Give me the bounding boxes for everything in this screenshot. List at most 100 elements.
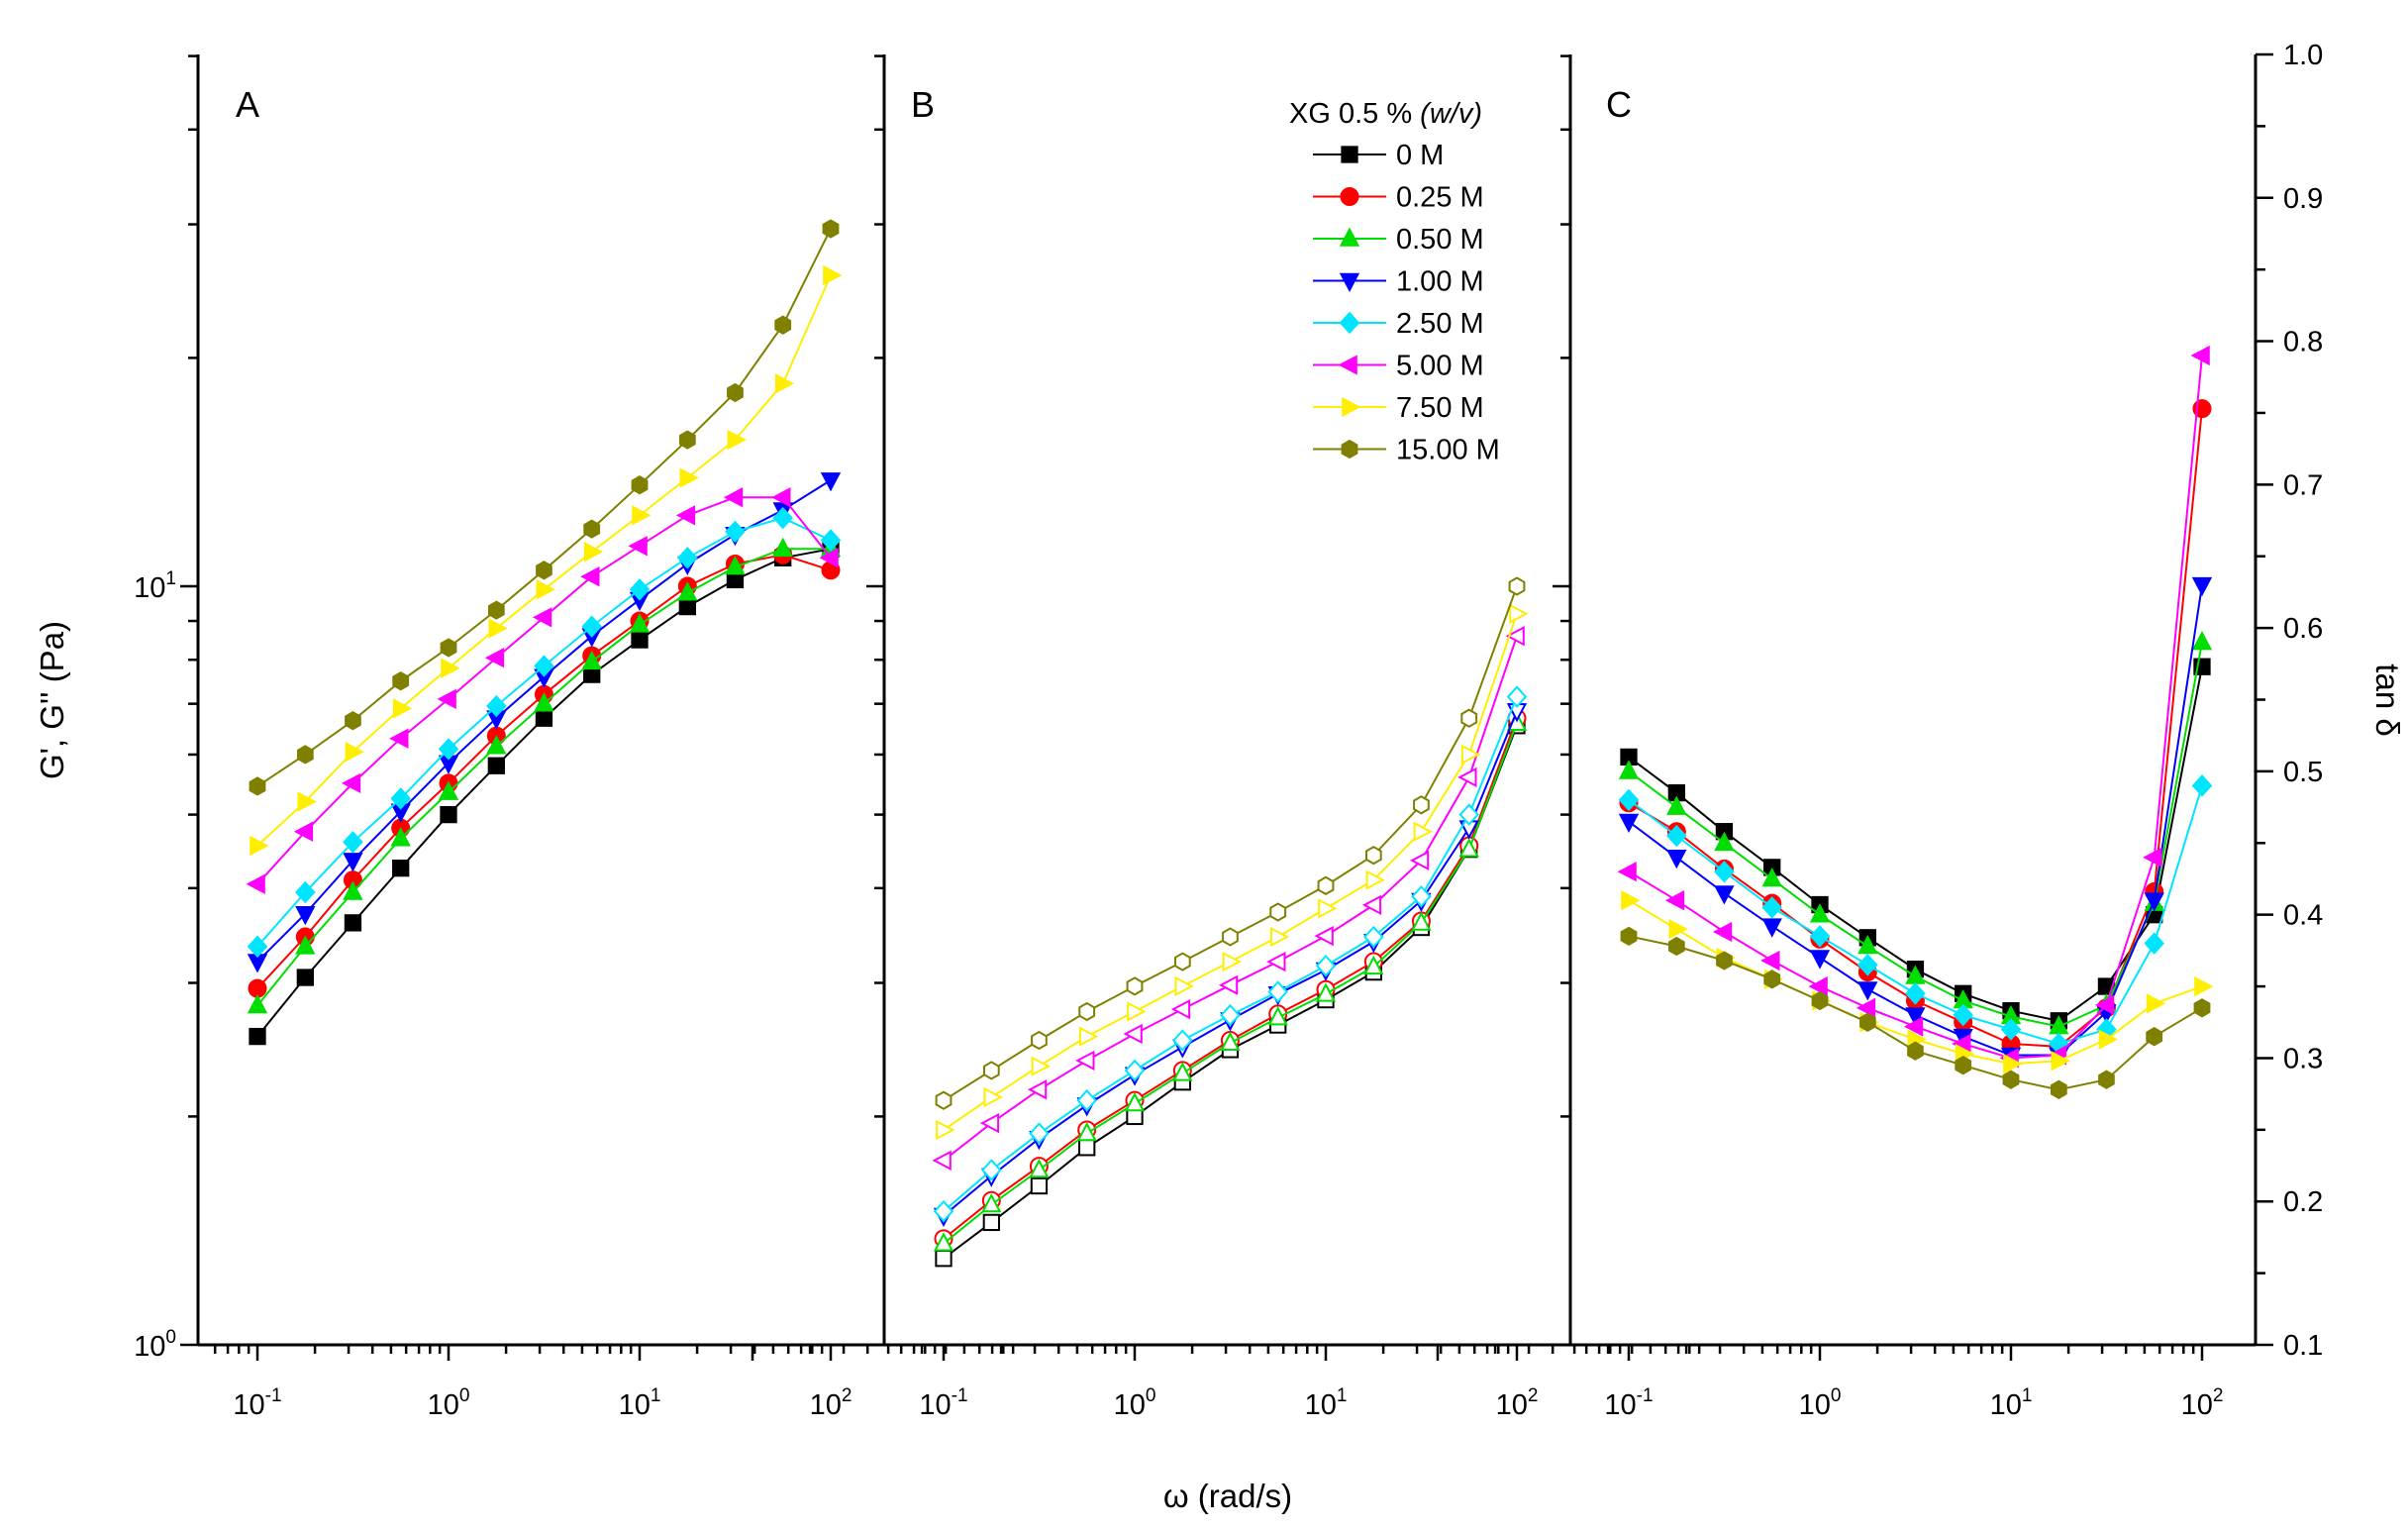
data-point-a-4-7 — [581, 615, 602, 638]
data-point-b-4-0 — [933, 1199, 954, 1223]
data-point-b-5-12 — [1505, 626, 1525, 647]
x-tick-label-2-3-base: 10 — [2181, 1389, 2213, 1421]
data-point-a-2-11 — [772, 537, 793, 558]
data-point-c-6-1 — [1668, 918, 1688, 940]
data-point-b-2-5 — [1172, 1062, 1193, 1081]
x-tick-label-2-0-exp: -1 — [1637, 1385, 1654, 1406]
left-y-tick-label-0: 100 — [134, 1327, 176, 1363]
data-point-b-7-1 — [983, 1061, 1000, 1080]
x-tick-label-1-2: 101 — [1305, 1385, 1348, 1421]
data-point-c-7-11 — [2146, 1027, 2163, 1047]
data-point-c-4-4 — [1809, 925, 1831, 948]
x-tick-label-2-1-exp: 0 — [1831, 1385, 1842, 1406]
data-point-a-4-6 — [534, 655, 554, 677]
data-point-b-5-7 — [1266, 951, 1286, 972]
data-point-b-2-4 — [1124, 1091, 1146, 1112]
data-point-a-7-11 — [774, 315, 792, 335]
data-point-a-4-8 — [629, 578, 651, 601]
x-tick-label-2-0-base: 10 — [1604, 1389, 1636, 1421]
right-y-tick-label-3: 0.4 — [2283, 900, 2323, 932]
data-point-a-7-0 — [249, 776, 266, 796]
x-tick-label-2-3-exp: 2 — [2213, 1385, 2224, 1406]
series-line-b-0 — [943, 725, 1518, 1260]
data-point-a-5-10 — [723, 487, 744, 508]
data-point-a-2-6 — [534, 692, 554, 712]
x-tick-label-1-2-exp: 1 — [1337, 1385, 1348, 1406]
data-point-c-2-2 — [1714, 831, 1735, 852]
data-point-b-4-6 — [1220, 1003, 1241, 1027]
data-point-a-4-1 — [295, 880, 316, 904]
data-point-b-4-9 — [1363, 925, 1384, 949]
right-y-tick-label-1: 0.2 — [2283, 1186, 2323, 1218]
data-point-b-6-4 — [1127, 1001, 1147, 1022]
x-tick-label-2-3: 102 — [2181, 1385, 2224, 1421]
x-tick-label-1-0-exp: -1 — [952, 1385, 968, 1406]
data-point-a-7-12 — [822, 219, 840, 239]
legend-title: XG 0.5 % (w/v) — [1289, 98, 1482, 130]
legend-marker-2 — [1339, 227, 1360, 247]
data-point-b-6-12 — [1509, 603, 1529, 624]
data-point-a-6-7 — [583, 542, 604, 562]
legend-marker-7 — [1341, 439, 1358, 460]
data-point-c-4-7 — [1953, 1003, 1973, 1027]
data-point-b-6-8 — [1318, 898, 1338, 919]
data-point-b-7-4 — [1126, 976, 1144, 996]
x-axis-title: ω (rad/s) — [1163, 1478, 1292, 1514]
data-point-c-6-10 — [2098, 1029, 2118, 1050]
data-point-b-7-11 — [1460, 708, 1478, 728]
data-point-c-4-0 — [1618, 788, 1640, 812]
data-point-b-2-1 — [981, 1193, 1002, 1213]
data-point-c-7-3 — [1763, 970, 1781, 989]
data-point-b-6-9 — [1365, 869, 1385, 890]
data-point-a-0-0 — [249, 1027, 266, 1046]
x-tick-label-2-1-base: 10 — [1799, 1389, 1831, 1421]
data-point-b-5-5 — [1170, 998, 1191, 1020]
x-tick-label-1-2-base: 10 — [1305, 1389, 1337, 1421]
data-point-a-6-8 — [632, 505, 652, 526]
left-y-axis-title: G', G'' (Pa) — [34, 621, 70, 779]
data-point-c-3-4 — [1809, 950, 1831, 970]
data-point-a-7-10 — [727, 382, 744, 403]
data-point-a-6-11 — [774, 373, 795, 394]
data-point-a-6-5 — [488, 618, 508, 639]
data-point-b-2-6 — [1220, 1031, 1241, 1051]
data-point-c-3-11 — [2144, 892, 2164, 912]
data-point-a-4-12 — [820, 529, 842, 552]
data-point-a-0-6 — [535, 709, 553, 727]
legend-label-0: 0 M — [1396, 140, 1444, 171]
data-point-a-5-11 — [771, 487, 791, 508]
data-point-a-5-7 — [580, 566, 600, 587]
data-point-b-2-8 — [1315, 982, 1337, 1002]
x-tick-label-2-2: 101 — [1990, 1385, 2033, 1421]
data-point-c-6-12 — [2194, 975, 2214, 997]
data-point-a-4-11 — [772, 506, 793, 530]
data-point-a-6-3 — [392, 698, 413, 719]
legend-title-main: XG 0.5 % — [1289, 98, 1420, 130]
right-y-tick-label-7: 0.8 — [2283, 327, 2323, 358]
data-point-c-7-12 — [2193, 998, 2211, 1018]
left-y-tick-label-0-base: 10 — [134, 1331, 165, 1363]
data-point-c-5-0 — [1617, 862, 1637, 882]
data-point-c-7-7 — [1955, 1056, 1972, 1075]
data-point-a-0-3 — [392, 860, 410, 877]
left-y-tick-label-1-exp: 1 — [165, 568, 176, 589]
data-point-b-7-2 — [1031, 1030, 1048, 1051]
data-point-c-5-11 — [2143, 847, 2162, 868]
data-point-c-2-3 — [1761, 867, 1782, 887]
data-point-a-5-8 — [628, 536, 648, 557]
data-point-b-6-3 — [1078, 1026, 1099, 1047]
x-tick-label-0-3-base: 10 — [810, 1389, 842, 1421]
right-y-tick-label-5: 0.6 — [2283, 613, 2323, 645]
legend-label-7: 15.00 M — [1396, 435, 1500, 466]
legend-marker-0 — [1341, 146, 1358, 163]
data-point-a-6-1 — [297, 791, 317, 812]
data-point-c-4-3 — [1761, 896, 1782, 919]
data-point-a-7-3 — [392, 671, 410, 691]
data-point-c-7-2 — [1716, 951, 1733, 971]
data-point-c-7-5 — [1859, 1012, 1876, 1032]
panel-frames — [196, 54, 2258, 1347]
data-point-a-6-6 — [536, 579, 555, 600]
data-point-a-4-3 — [390, 787, 411, 810]
data-point-a-5-3 — [389, 728, 409, 749]
